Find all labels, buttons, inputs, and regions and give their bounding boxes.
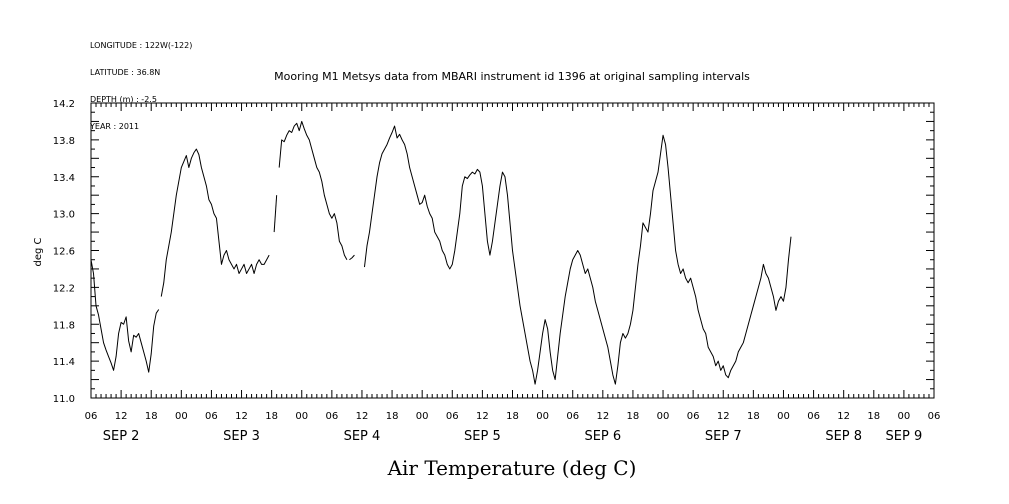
x-hour-label: 12 bbox=[837, 411, 850, 422]
x-day-label: SEP 5 bbox=[464, 429, 501, 444]
x-hour-label: 00 bbox=[175, 411, 188, 422]
x-hour-label: 18 bbox=[265, 411, 278, 422]
x-axis-label: Air Temperature (deg C) bbox=[387, 456, 637, 480]
x-hour-label: 00 bbox=[295, 411, 308, 422]
series-line bbox=[349, 254, 355, 261]
x-hour-label: 06 bbox=[687, 411, 700, 422]
y-tick-label: 11.4 bbox=[53, 357, 75, 368]
axis-ticks bbox=[90, 102, 935, 399]
x-hour-label: 12 bbox=[476, 411, 489, 422]
x-hour-label: 00 bbox=[536, 411, 549, 422]
series-line bbox=[273, 195, 278, 233]
x-day-label: SEP 2 bbox=[103, 429, 140, 444]
x-hour-label: 06 bbox=[205, 411, 218, 422]
metadata-block: LONGITUDE : 122W(-122) LATITUDE : 36.8N … bbox=[90, 23, 192, 140]
x-hour-label: 00 bbox=[657, 411, 670, 422]
y-tick-label: 13.4 bbox=[53, 173, 75, 184]
x-day-label: SEP 4 bbox=[344, 429, 381, 444]
meta-depth: DEPTH (m) : -2.5 bbox=[90, 95, 157, 104]
x-hour-label: 18 bbox=[747, 411, 760, 422]
x-day-label: SEP 8 bbox=[825, 429, 862, 444]
x-hour-label: 18 bbox=[386, 411, 399, 422]
x-hour-label: 00 bbox=[416, 411, 429, 422]
y-tick-label: 11.0 bbox=[53, 394, 75, 405]
meta-year: YEAR : 2011 bbox=[90, 122, 140, 131]
y-tick-label: 13.0 bbox=[53, 210, 75, 221]
meta-latitude: LATITUDE : 36.8N bbox=[90, 68, 161, 77]
series-layer bbox=[90, 120, 792, 385]
x-hour-label: 18 bbox=[867, 411, 880, 422]
x-hour-label: 18 bbox=[506, 411, 519, 422]
meta-longitude: LONGITUDE : 122W(-122) bbox=[90, 41, 193, 50]
x-hour-label: 18 bbox=[627, 411, 640, 422]
x-hour-label: 06 bbox=[446, 411, 459, 422]
x-hour-label: 00 bbox=[898, 411, 911, 422]
x-hour-label: 00 bbox=[777, 411, 790, 422]
x-hour-label: 12 bbox=[596, 411, 609, 422]
y-axis-label: deg C bbox=[33, 237, 44, 266]
x-hour-label: 06 bbox=[928, 411, 941, 422]
x-day-label: SEP 7 bbox=[705, 429, 742, 444]
y-tick-label: 12.6 bbox=[53, 247, 75, 258]
series-line bbox=[160, 148, 270, 297]
chart-title: Mooring M1 Metsys data from MBARI instru… bbox=[274, 70, 750, 83]
x-day-label: SEP 9 bbox=[886, 429, 923, 444]
y-tick-label: 12.2 bbox=[53, 283, 75, 294]
x-hour-label: 06 bbox=[566, 411, 579, 422]
x-hour-label: 06 bbox=[325, 411, 338, 422]
y-tick-label: 14.2 bbox=[53, 99, 75, 110]
y-tick-label: 11.8 bbox=[53, 320, 75, 331]
series-line bbox=[278, 120, 348, 260]
x-day-label: SEP 6 bbox=[584, 429, 621, 444]
tick-labels: 11.0 11.4 11.8 12.2 12.6 13.0 13.4 13.8 14.2 06 12… bbox=[53, 99, 941, 444]
x-hour-label: 12 bbox=[235, 411, 248, 422]
x-hour-label: 06 bbox=[807, 411, 820, 422]
y-tick-label: 13.8 bbox=[53, 136, 75, 147]
x-day-label: SEP 3 bbox=[223, 429, 260, 444]
series-line bbox=[90, 259, 160, 373]
x-hour-label: 12 bbox=[115, 411, 128, 422]
x-hour-label: 12 bbox=[356, 411, 369, 422]
x-hour-label: 12 bbox=[717, 411, 730, 422]
x-hour-label: 06 bbox=[85, 411, 98, 422]
x-hour-label: 18 bbox=[145, 411, 158, 422]
series-line bbox=[363, 125, 792, 385]
